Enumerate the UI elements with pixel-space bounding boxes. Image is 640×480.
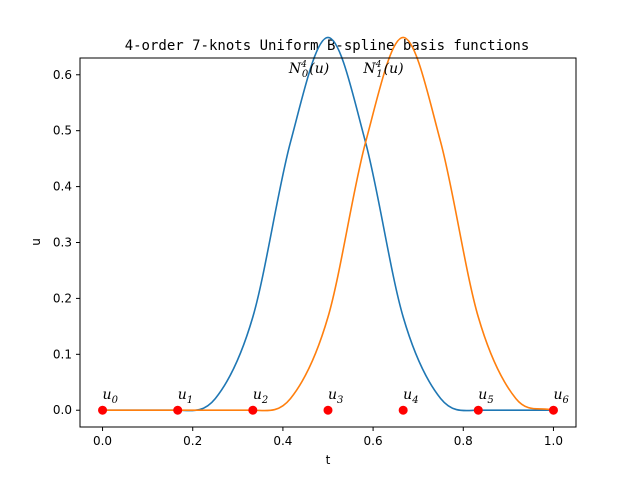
knot-point-3 [323,405,333,415]
y-axis: 0.0 0.1 0.2 0.3 0.4 0.5 0.6 [53,68,80,417]
knot-label-3: u3 [328,387,343,406]
curve-label-0: N4 0(u) [288,60,329,80]
x-axis: 0.0 0.2 0.4 0.6 0.8 1.0 [93,427,563,448]
knot-point-4 [398,405,408,415]
chart-title: 4-order 7-knots Uniform B-spline basis f… [125,38,530,54]
knot-point-5 [473,405,483,415]
knot-label-5: u5 [478,387,493,406]
knot-points [98,405,558,415]
x-tick-label-3: 0.6 [364,434,383,448]
curve-label-1: N4 1(u) [362,60,403,80]
y-tick-label-1: 0.1 [53,347,72,361]
knot-label-6: u6 [553,387,569,406]
curves [102,36,554,412]
x-axis-label: t [326,453,331,467]
x-tick-label-4: 0.8 [454,434,473,448]
y-tick-label-3: 0.3 [53,236,72,250]
y-axis-label: u [29,238,43,246]
knot-point-0 [98,405,108,415]
annotations: u0 u1 u2 u3 u4 u5 u6 N4 0(u) N4 1(u) [103,60,570,406]
x-tick-label-5: 1.0 [544,434,563,448]
knot-label-2: u2 [253,387,268,406]
axes-background [80,58,576,427]
x-tick-label-1: 0.2 [183,434,202,448]
y-tick-label-0: 0.0 [53,403,72,417]
knot-label-0: u0 [103,387,119,406]
y-tick-label-2: 0.2 [53,291,72,305]
knot-point-1 [173,405,183,415]
knot-label-1: u1 [178,387,193,406]
plot-area: u0 u1 u2 u3 u4 u5 u6 N4 0(u) N4 1(u) [79,36,577,428]
y-tick-label-4: 0.4 [53,180,72,194]
x-tick-label-0: 0.0 [93,434,112,448]
knot-point-6 [548,405,558,415]
y-tick-label-6: 0.6 [53,68,72,82]
x-tick-label-2: 0.4 [273,434,292,448]
y-tick-label-5: 0.5 [53,124,72,138]
knot-point-2 [248,405,258,415]
basis-curve-1 [102,36,554,412]
knot-label-4: u4 [403,387,418,406]
